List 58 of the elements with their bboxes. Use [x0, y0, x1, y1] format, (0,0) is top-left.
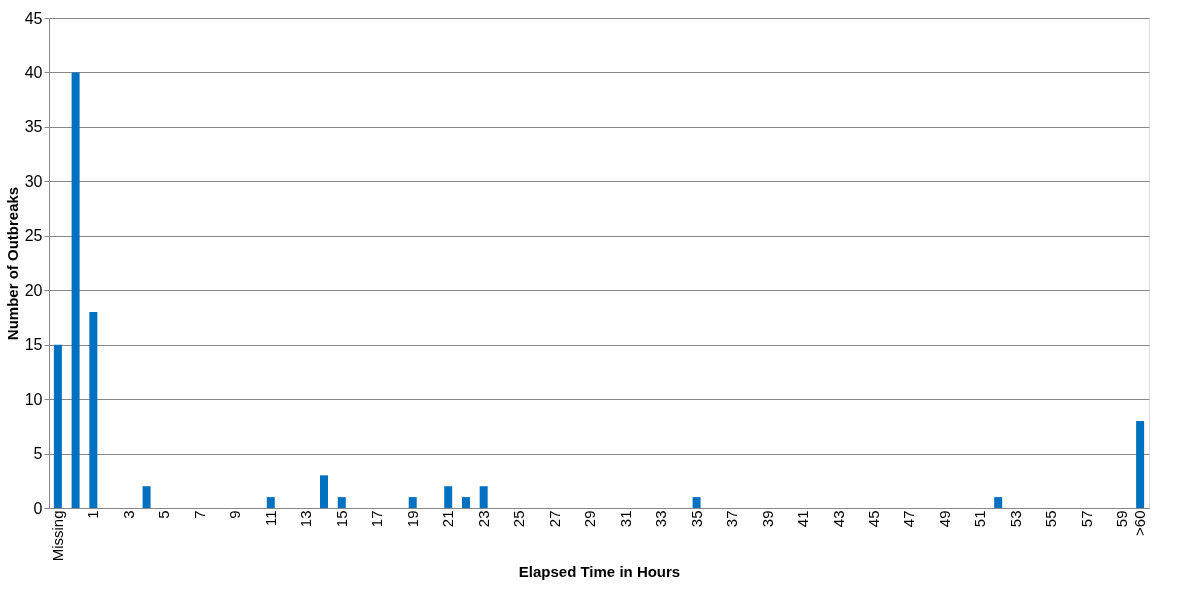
x-tick-label: 25 — [510, 510, 528, 528]
y-tick-label: 45 — [24, 9, 43, 27]
x-tick-label: Missing — [48, 510, 66, 562]
x-tick-label: 45 — [865, 510, 882, 528]
x-tick-label: 15 — [332, 510, 350, 528]
x-tick-label: 39 — [758, 510, 776, 528]
y-tick-label: 0 — [33, 499, 43, 517]
x-tick-label: 19 — [403, 510, 421, 528]
bar — [479, 486, 488, 508]
x-tick-label: 5 — [155, 510, 173, 519]
y-tick-label: 25 — [24, 227, 43, 245]
x-tick-label: 17 — [368, 510, 386, 528]
bar — [71, 72, 80, 508]
x-tick-label: 53 — [1006, 510, 1024, 528]
bar — [692, 497, 701, 508]
x-tick-label: 51 — [971, 510, 989, 528]
x-axis-title: Elapsed Time in Hours — [518, 563, 681, 581]
y-tick-label: 20 — [24, 281, 43, 299]
x-tick-label: 59 — [1113, 510, 1131, 528]
bar — [89, 312, 98, 508]
y-tick-label: 35 — [24, 118, 43, 136]
bar — [994, 497, 1003, 508]
x-tick-label: 49 — [935, 510, 953, 528]
x-tick-label: 27 — [545, 510, 563, 528]
x-tick-label: 47 — [900, 510, 918, 528]
x-tick-label: 37 — [723, 510, 741, 528]
bar — [337, 497, 346, 508]
x-tick-label: 41 — [794, 510, 812, 528]
bar — [444, 486, 453, 508]
bar — [1136, 420, 1145, 508]
bar — [53, 344, 62, 508]
x-tick-label: 1 — [84, 510, 102, 519]
x-tick-label: >60 — [1131, 510, 1149, 536]
y-tick-label: 15 — [24, 336, 43, 354]
bar — [461, 497, 470, 508]
x-tick-label: 43 — [829, 510, 847, 528]
bar — [142, 486, 151, 508]
y-tick-label: 30 — [24, 172, 43, 190]
x-tick-label: 13 — [297, 510, 315, 528]
bar — [320, 475, 328, 508]
x-tick-label: 35 — [687, 510, 705, 528]
y-tick-label: 5 — [33, 445, 43, 463]
bar — [408, 497, 417, 508]
x-tick-label: 57 — [1077, 510, 1095, 528]
x-tick-label: 7 — [190, 510, 208, 519]
x-tick-label: 9 — [226, 510, 244, 519]
bar — [266, 497, 275, 508]
x-tick-label: 23 — [474, 510, 492, 528]
x-tick-label: 21 — [439, 510, 457, 528]
x-tick-label: 55 — [1042, 510, 1060, 528]
y-axis-title: Number of Outbreaks — [3, 186, 21, 341]
x-tick-label: 29 — [581, 510, 599, 528]
x-tick-label: 11 — [261, 510, 279, 527]
x-tick-label: 31 — [616, 510, 634, 528]
y-tick-label: 40 — [24, 63, 43, 81]
x-tick-label: 3 — [119, 510, 137, 519]
y-tick-label: 10 — [24, 390, 43, 408]
x-tick-label: 33 — [652, 510, 670, 528]
